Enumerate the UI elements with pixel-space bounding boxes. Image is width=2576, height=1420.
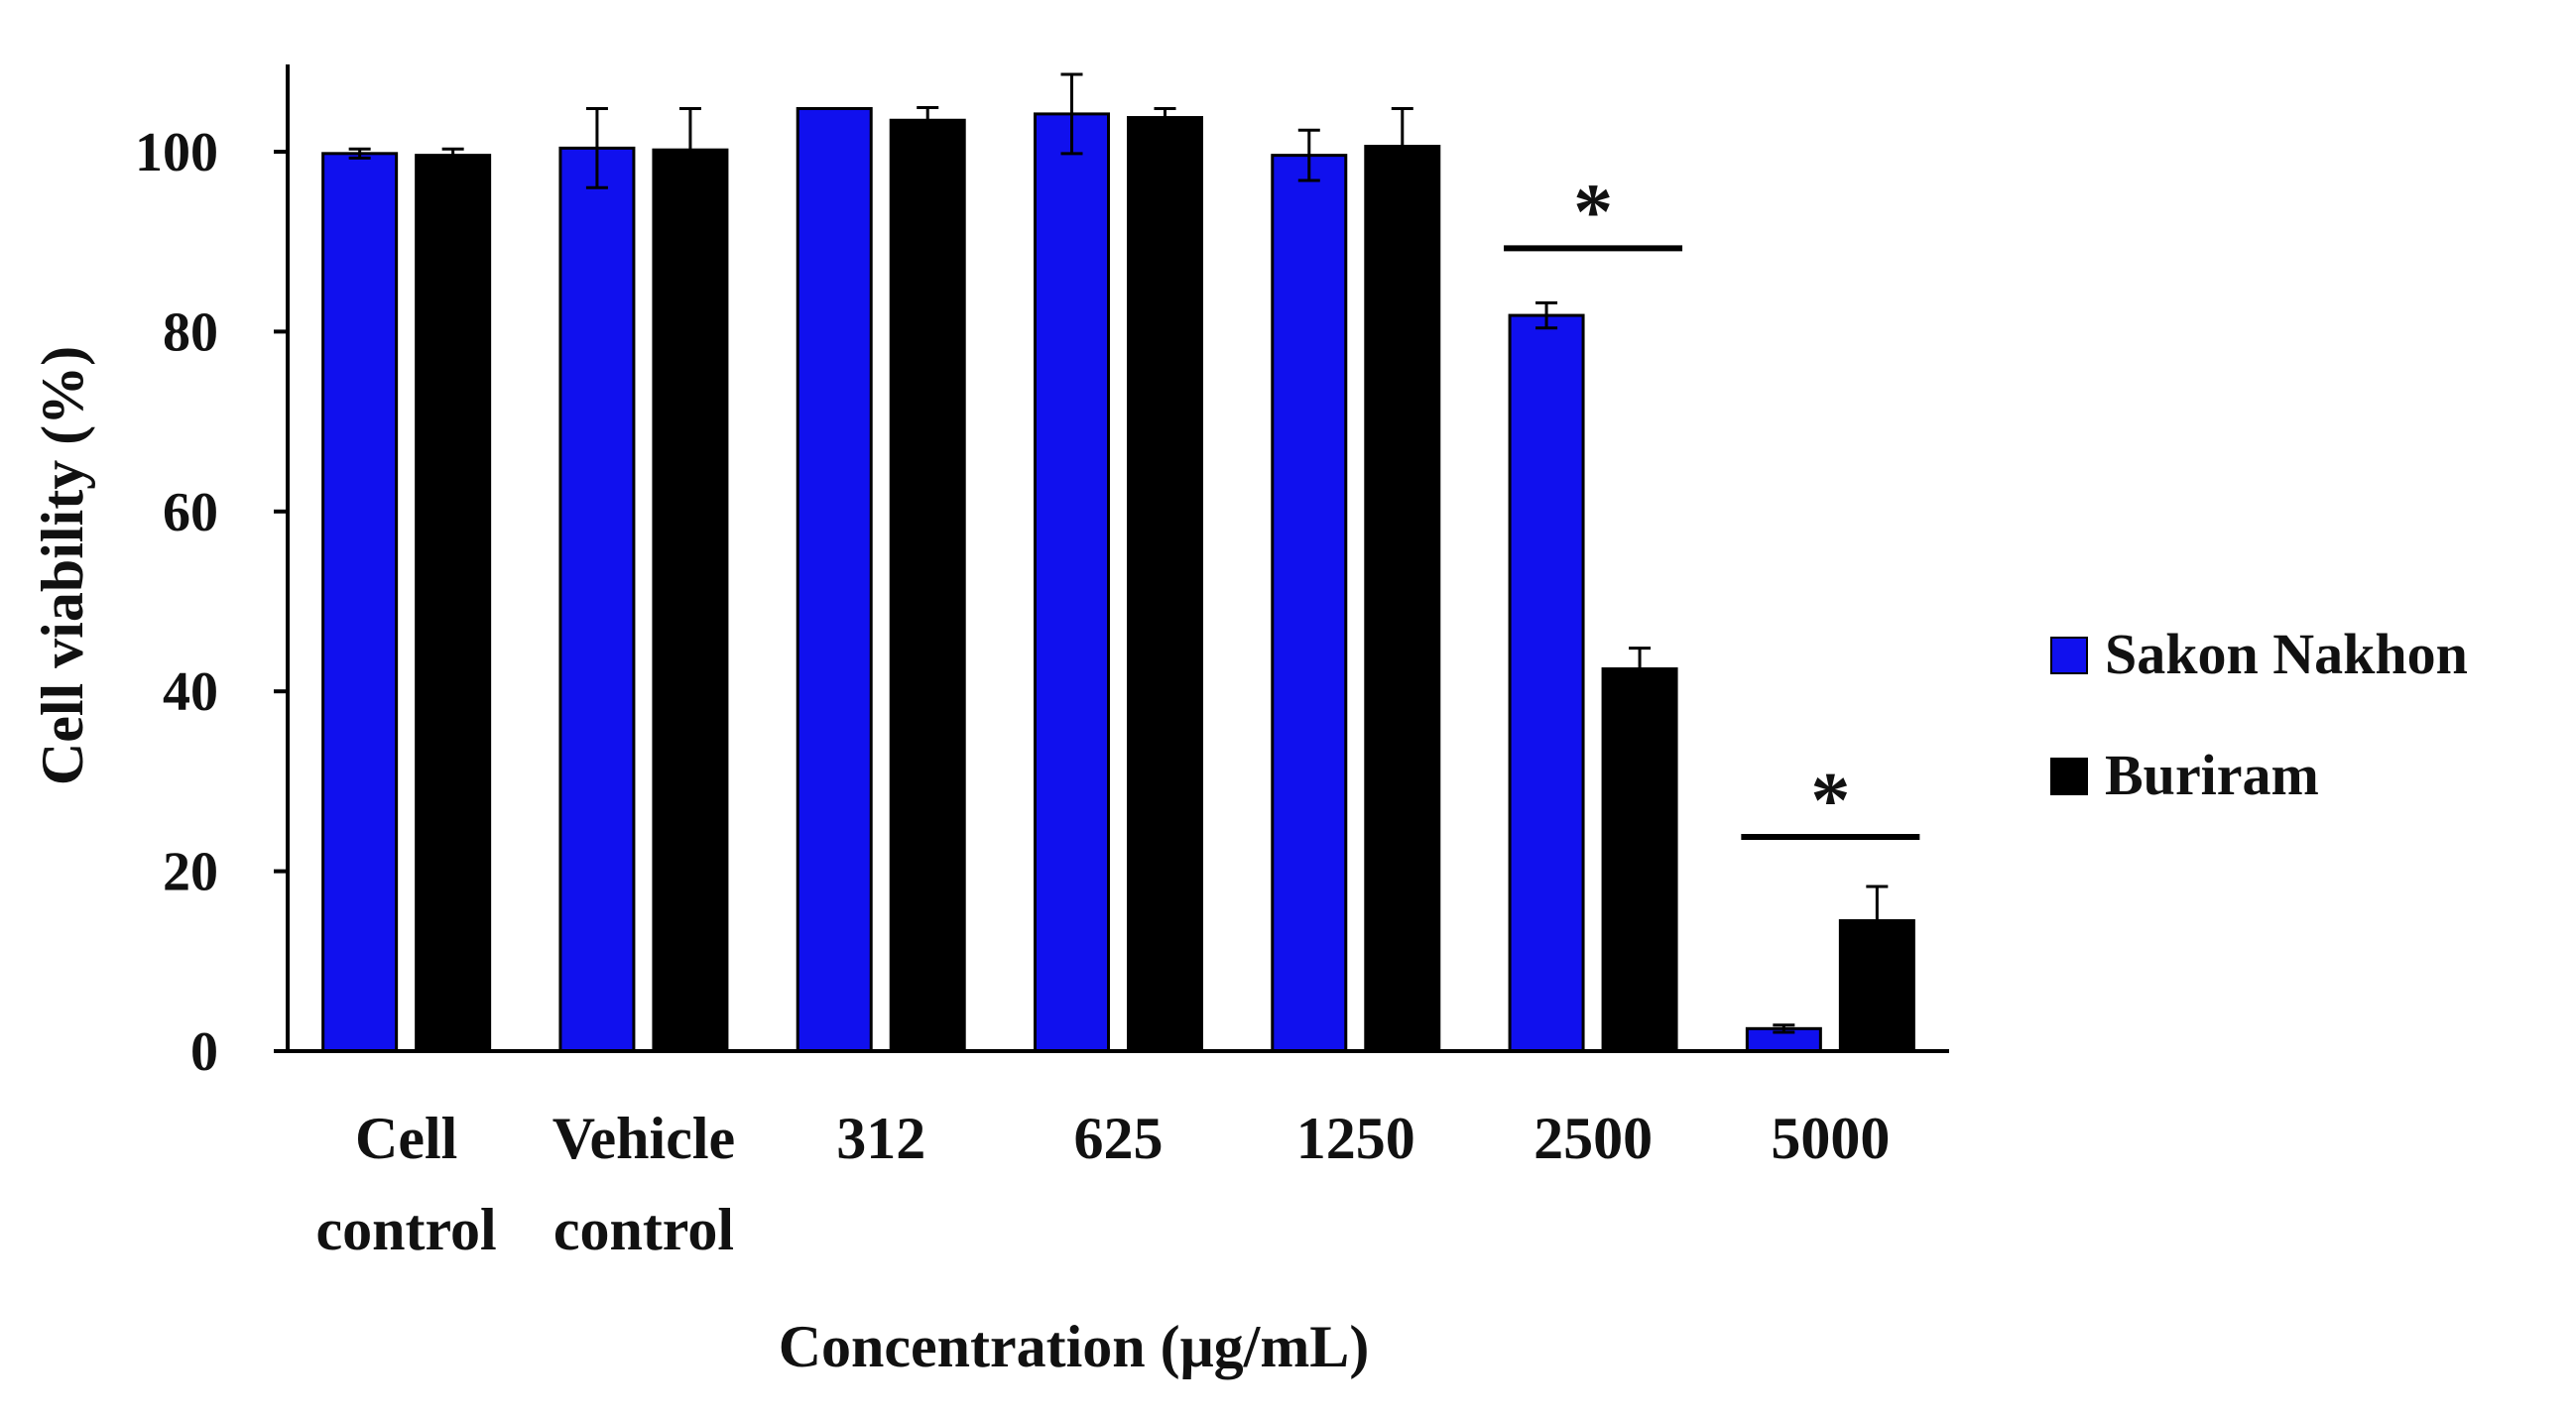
x-tick-label-1-1: control (553, 1197, 734, 1262)
legend-swatch-sakon-nakhon (2051, 638, 2087, 673)
bar-buriram-3 (1129, 118, 1202, 1051)
x-tick-label-6-0: 5000 (1771, 1106, 1890, 1171)
x-tick-label-0-0: Cell (355, 1106, 457, 1171)
bar-buriram-0 (417, 156, 490, 1051)
y-tick-label-100: 100 (135, 122, 218, 183)
x-tick-label-5-0: 2500 (1533, 1106, 1653, 1171)
bar-buriram-5 (1603, 669, 1676, 1051)
y-tick-label-80: 80 (163, 301, 218, 363)
x-tick-label-1-0: Vehicle (552, 1106, 735, 1171)
y-axis-title: Cell viability (%) (30, 346, 95, 785)
bar-buriram-2 (891, 120, 964, 1051)
bar-sakon-nakhon-3 (1036, 114, 1109, 1051)
legend-label-buriram: Buriram (2105, 743, 2319, 807)
x-tick-label-3-0: 625 (1074, 1106, 1164, 1171)
significance-star-0: * (1573, 169, 1613, 256)
x-tick-label-0-1: control (316, 1197, 497, 1262)
bar-sakon-nakhon-5 (1510, 315, 1583, 1051)
bar-chart: Cell control Vehicle control 312 625 1250 2500 5… (0, 0, 2576, 1420)
legend-label-sakon-nakhon: Sakon Nakhon (2105, 622, 2468, 686)
bar-buriram-1 (654, 150, 727, 1051)
y-tick-label-40: 40 (163, 661, 218, 723)
bar-buriram-4 (1366, 147, 1439, 1051)
bar-sakon-nakhon-4 (1273, 156, 1346, 1051)
x-tick-label-2-0: 312 (836, 1106, 925, 1171)
bar-sakon-nakhon-0 (323, 154, 397, 1051)
y-tick-label-0: 0 (190, 1021, 218, 1083)
x-tick-label-4-0: 1250 (1296, 1106, 1415, 1171)
bar-sakon-nakhon-1 (560, 148, 634, 1051)
y-tick-label-20: 20 (163, 842, 218, 903)
legend-swatch-buriram (2051, 759, 2087, 794)
bar-sakon-nakhon-2 (797, 108, 871, 1051)
x-axis-title: Concentration (μg/mL) (779, 1314, 1370, 1379)
y-tick-label-60: 60 (163, 482, 218, 543)
significance-star-1: * (1810, 758, 1850, 845)
